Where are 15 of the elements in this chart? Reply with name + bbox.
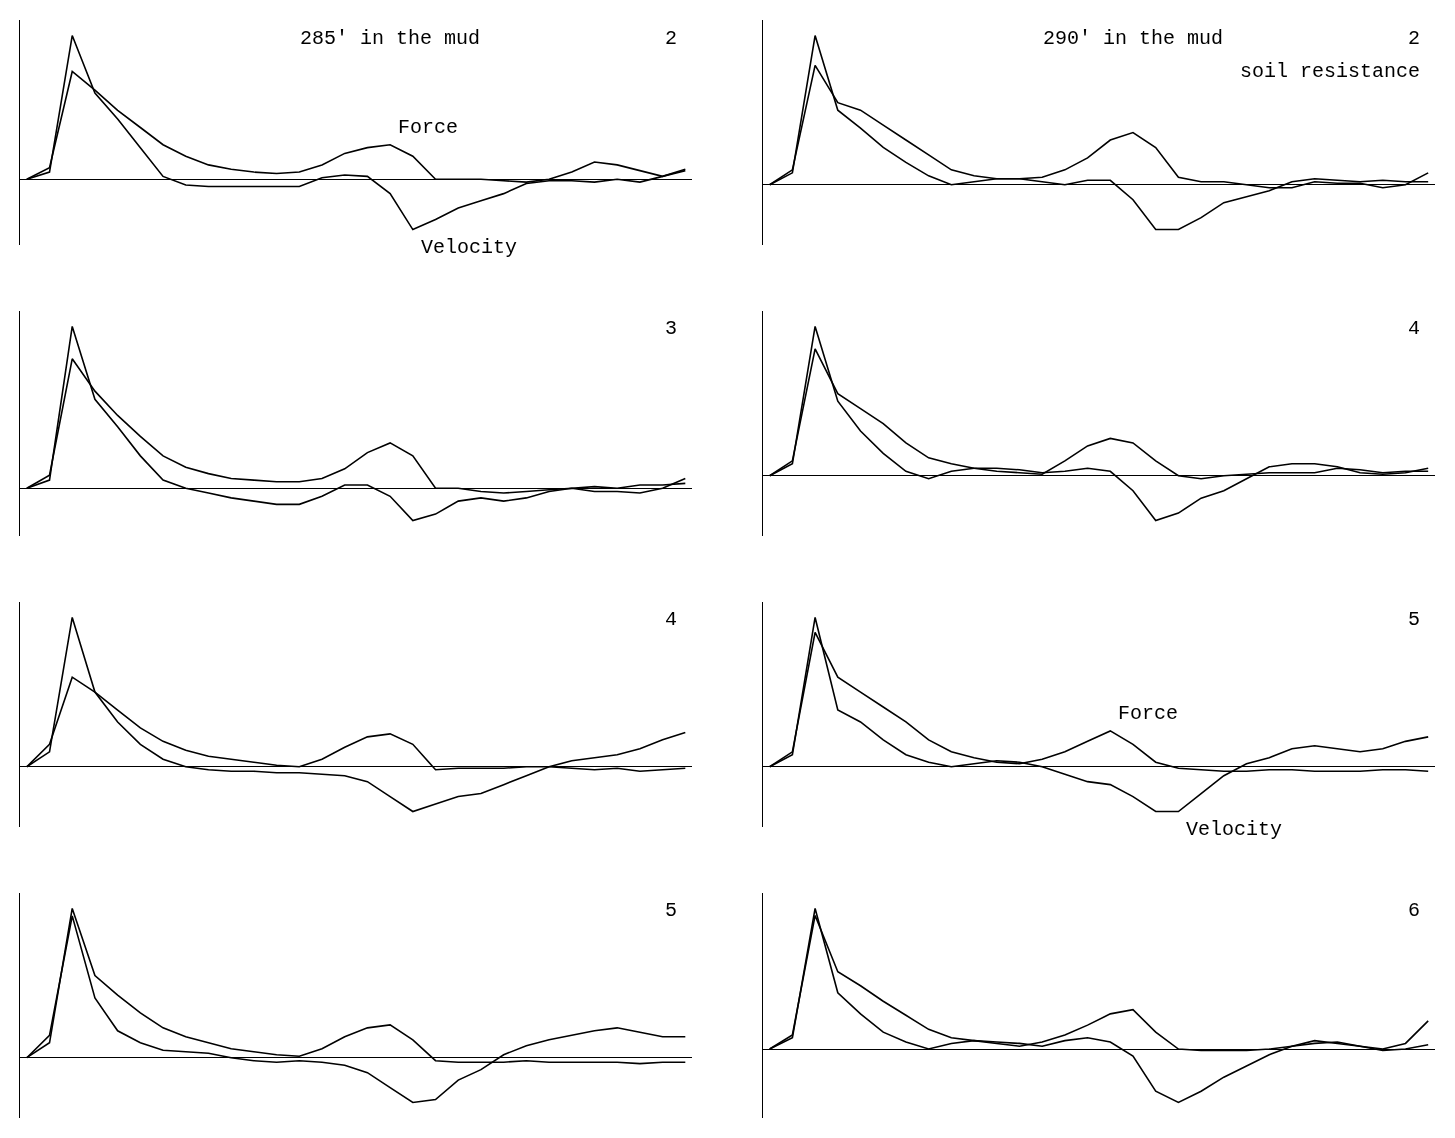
annotation: soil resistance — [1240, 60, 1421, 83]
annotation: 5 — [1408, 608, 1421, 631]
series-label: Force — [1118, 702, 1179, 725]
chart-title: 285' in the mud — [300, 27, 481, 50]
annotation: 5 — [665, 899, 678, 922]
annotation: 6 — [1408, 899, 1421, 922]
series-label: Velocity — [1186, 818, 1283, 841]
chart-title: 290' in the mud — [1043, 27, 1224, 50]
series-label: Velocity — [421, 236, 518, 259]
series-label: Force — [398, 116, 459, 139]
annotation: 4 — [665, 608, 678, 631]
annotation: 3 — [665, 317, 678, 340]
annotation: 4 — [1408, 317, 1421, 340]
annotation: 2 — [665, 27, 678, 50]
annotation: 2 — [1408, 27, 1421, 50]
